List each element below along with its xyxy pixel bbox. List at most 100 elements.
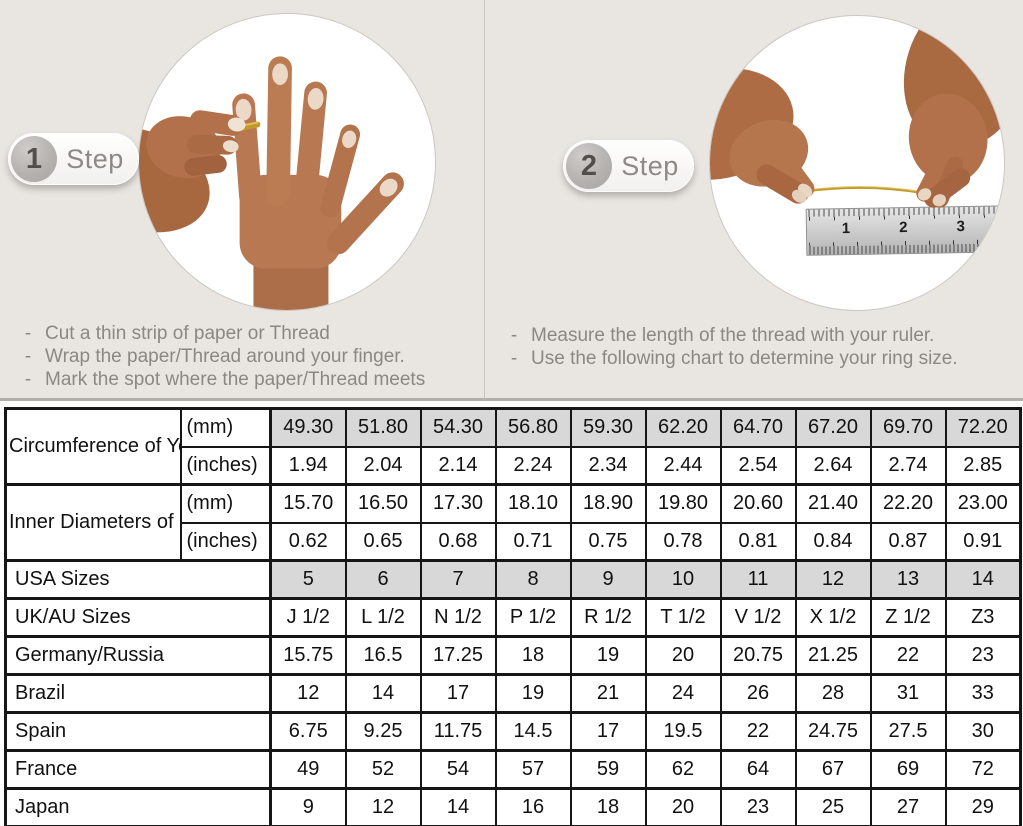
size-value-cell: V 1/2 <box>719 597 797 638</box>
table-row: Brazil 12 14 17 19 21 24 26 28 31 33 <box>4 673 1022 714</box>
size-value-cell: 0.87 <box>869 521 947 562</box>
size-value-cell: 2.54 <box>719 445 797 486</box>
instruction-line: - Use the following chart to determine yo… <box>510 348 958 369</box>
table-row: (inches) 0.62 0.65 0.68 0.71 0.75 0.78 0.81 0.84… <box>6 521 1022 562</box>
size-value-cell: 24 <box>644 673 722 714</box>
size-value-cell: 23 <box>719 787 797 826</box>
size-value-cell: 15.70 <box>269 483 347 524</box>
size-value-cell: 69.70 <box>869 407 947 448</box>
size-value-cell: 16.50 <box>344 483 422 524</box>
size-value-cell: 67 <box>794 749 872 790</box>
size-value-cell: 0.75 <box>569 521 647 562</box>
size-value-cell: 0.65 <box>344 521 422 562</box>
size-value-cell: 17 <box>569 711 647 752</box>
unit-label-cell: (inches) <box>179 445 272 486</box>
step1-badge: 1 Step <box>8 133 139 185</box>
size-value-cell: 0.62 <box>269 521 347 562</box>
size-value-cell: 59 <box>569 749 647 790</box>
size-value-cell: 0.81 <box>719 521 797 562</box>
size-value-cell: 21 <box>569 673 647 714</box>
row-label-cell: Circumference of Your Finger <box>4 407 182 486</box>
size-value-cell: J 1/2 <box>269 597 347 638</box>
row-label-cell: Germany/Russia <box>4 635 272 676</box>
size-value-cell: P 1/2 <box>494 597 572 638</box>
unit-label-cell: (mm) <box>179 407 272 448</box>
size-value-cell: 19.5 <box>644 711 722 752</box>
ring-size-table-body: Circumference of Your Finger(mm)49.3051.… <box>4 407 1022 826</box>
size-value-cell: 67.20 <box>794 407 872 448</box>
instruction-line: - Mark the spot where the paper/Thread me… <box>24 369 426 390</box>
size-value-cell: 54 <box>419 749 497 790</box>
size-value-cell: 62.20 <box>644 407 722 448</box>
size-value-cell: 2.64 <box>794 445 872 486</box>
step1-number-circle: 1 <box>11 136 57 182</box>
size-value-cell: 64.70 <box>719 407 797 448</box>
size-value-cell: 13 <box>869 559 947 600</box>
size-value-cell: 10 <box>644 559 722 600</box>
size-value-cell: 23.00 <box>944 483 1022 524</box>
size-value-cell: 54.30 <box>419 407 497 448</box>
hands-measuring-illustration <box>710 16 1004 208</box>
size-value-cell: 2.34 <box>569 445 647 486</box>
table-row: Inner Diameters of Rings(mm)15.7016.5017… <box>4 483 1022 562</box>
size-value-cell: L 1/2 <box>344 597 422 638</box>
size-value-cell: T 1/2 <box>644 597 722 638</box>
step2-badge: 2 Step <box>563 140 694 192</box>
size-value-cell: 23 <box>944 635 1022 676</box>
table-row: France 49 52 54 57 59 62 64 67 69 72 <box>4 749 1022 790</box>
row-label-cell: Spain <box>4 711 272 752</box>
size-value-cell: 19 <box>569 635 647 676</box>
size-value-cell: 20.60 <box>719 483 797 524</box>
size-value-cell: 21.40 <box>794 483 872 524</box>
size-value-cell: 11 <box>719 559 797 600</box>
size-value-cell: 0.78 <box>644 521 722 562</box>
size-value-cell: 0.68 <box>419 521 497 562</box>
size-value-cell: 11.75 <box>419 711 497 752</box>
size-value-cell: 72 <box>944 749 1022 790</box>
vertical-divider <box>484 0 485 398</box>
size-value-cell: 29 <box>944 787 1022 826</box>
step1-label: Step <box>66 143 124 174</box>
size-value-cell: 17.30 <box>419 483 497 524</box>
row-label-cell: USA Sizes <box>4 559 272 600</box>
size-value-cell: 62 <box>644 749 722 790</box>
size-value-cell: 59.30 <box>569 407 647 448</box>
table-row: Circumference of Your Finger(mm)49.3051.… <box>4 407 1022 486</box>
step2-photo: 1 2 3 <box>709 15 1005 311</box>
size-value-cell: 7 <box>419 559 497 600</box>
instruction-line: - Measure the length of the thread with y… <box>510 325 935 346</box>
size-value-cell: 22.20 <box>869 483 947 524</box>
size-value-cell: 52 <box>344 749 422 790</box>
instruction-line: - Cut a thin strip of paper or Thread <box>24 323 330 344</box>
row-label-cell: Japan <box>4 787 272 826</box>
size-value-cell: 2.44 <box>644 445 722 486</box>
size-value-cell: 18.90 <box>569 483 647 524</box>
size-value-cell: Z3 <box>944 597 1022 638</box>
size-value-cell: 72.20 <box>944 407 1022 448</box>
size-value-cell: 9.25 <box>344 711 422 752</box>
size-value-cell: 64 <box>719 749 797 790</box>
size-value-cell: 6 <box>344 559 422 600</box>
size-value-cell: 6.75 <box>269 711 347 752</box>
size-value-cell: 9 <box>569 559 647 600</box>
size-value-cell: 27.5 <box>869 711 947 752</box>
size-value-cell: 22 <box>719 711 797 752</box>
step2-number-circle: 2 <box>566 143 612 189</box>
table-row: Japan 9 12 14 16 18 20 23 25 27 29 <box>4 787 1022 826</box>
size-value-cell: Z 1/2 <box>869 597 947 638</box>
size-value-cell: 26 <box>719 673 797 714</box>
size-value-cell: 33 <box>944 673 1022 714</box>
size-value-cell: 30 <box>944 711 1022 752</box>
size-value-cell: 19 <box>494 673 572 714</box>
size-value-cell: 18 <box>569 787 647 826</box>
size-value-cell: 49.30 <box>269 407 347 448</box>
size-value-cell: 17.25 <box>419 635 497 676</box>
size-value-cell: 15.75 <box>269 635 347 676</box>
size-value-cell: 24.75 <box>794 711 872 752</box>
table-row: (inches) 1.94 2.04 2.14 2.24 2.34 2.44 2.54 2.64… <box>6 445 1022 486</box>
size-value-cell: 28 <box>794 673 872 714</box>
size-value-cell: 31 <box>869 673 947 714</box>
size-value-cell: 27 <box>869 787 947 826</box>
step1-instruction-list: - Cut a thin strip of paper or Thread - Wra… <box>22 322 425 391</box>
